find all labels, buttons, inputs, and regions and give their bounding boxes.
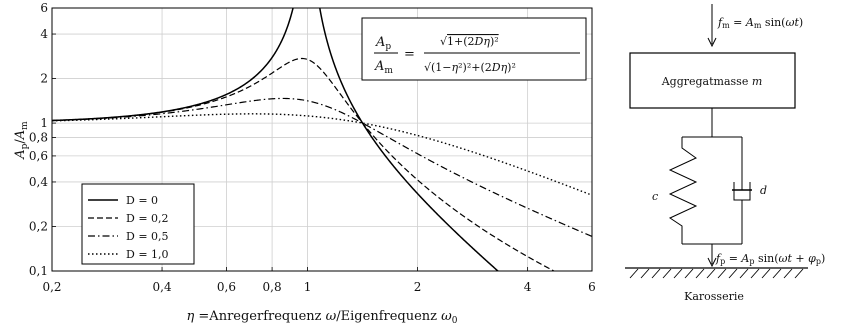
y-tick-label: 2 xyxy=(40,72,48,86)
x-tick-label: 1 xyxy=(304,280,312,294)
legend-entry-label: D = 0,5 xyxy=(126,230,169,243)
svg-text:=: = xyxy=(404,47,415,62)
force-top-label: fm = Am sin(ωt) xyxy=(717,16,803,30)
mass-block xyxy=(629,52,796,109)
x-tick-label: 2 xyxy=(414,280,422,294)
arrow-head-top xyxy=(707,37,717,48)
y-tick-label: 0,4 xyxy=(29,175,48,189)
x-tick-label: 0,8 xyxy=(263,280,282,294)
damper-label: d xyxy=(760,184,767,197)
x-tick-label: 4 xyxy=(524,280,532,294)
force-bottom-label: fp = Ap sin(ωt + φp) xyxy=(715,252,825,266)
arrow-head-bottom xyxy=(707,257,717,268)
x-tick-label: 0,4 xyxy=(153,280,172,294)
series-line-3 xyxy=(52,113,592,196)
legend-entry-label: D = 1,0 xyxy=(126,248,169,261)
spring xyxy=(668,137,698,244)
y-tick-label: 4 xyxy=(40,27,48,41)
y-tick-label: 1 xyxy=(40,116,48,130)
legend-entry-label: D = 0,2 xyxy=(126,212,169,225)
x-tick-labels: 0,2 0,4 0,6 0,8 1 2 4 6 xyxy=(42,267,596,294)
isolation-diagram: fm = Am sin(ωt) Aggregatmasse m c d fp =… xyxy=(625,4,825,303)
formula-box: Ap Am = √1+(2Dη)² √(1−η²)²+(2Dη)² xyxy=(361,17,587,81)
x-tick-label: 0,2 xyxy=(42,280,61,294)
y-tick-label: 0,6 xyxy=(29,149,48,163)
plot-frame xyxy=(51,7,593,272)
y-axis-label: Ap/Am xyxy=(13,121,30,160)
legend-entry-label: D = 0 xyxy=(126,194,158,207)
ground-label: Karosserie xyxy=(684,290,744,303)
series-line-2 xyxy=(52,97,592,237)
svg-text:Ap: Ap xyxy=(375,35,391,52)
legend: D = 0 D = 0,2 D = 0,5 D = 1,0 xyxy=(81,183,195,265)
y-tick-labels: 0,1 0,2 0,4 0,6 0,81 2 4 6 xyxy=(29,1,56,278)
mass-label: Aggregatmasse m xyxy=(661,75,763,88)
ground-hatching xyxy=(629,268,804,279)
x-tick-label: 0,6 xyxy=(217,280,236,294)
x-axis-label: η =Anregerfrequenz ω/Eigenfrequenz ω0 xyxy=(186,309,457,326)
series-line-0 xyxy=(52,8,294,122)
spring-label: c xyxy=(652,190,658,203)
svg-text:√(1−η²)²+(2Dη)²: √(1−η²)²+(2Dη)² xyxy=(424,61,516,74)
svg-text:Am: Am xyxy=(374,59,393,76)
y-tick-label: 0,1 xyxy=(29,264,48,278)
y-tick-label: 0,8 xyxy=(29,130,48,144)
y-tick-label: 6 xyxy=(40,1,48,15)
svg-text:√1+(2Dη)²: √1+(2Dη)² xyxy=(440,35,499,48)
series-line-1 xyxy=(52,57,556,271)
series-line-0 xyxy=(319,8,500,271)
x-tick-label: 6 xyxy=(588,280,596,294)
chart-curves xyxy=(52,8,592,271)
y-tick-label: 0,2 xyxy=(29,219,48,233)
